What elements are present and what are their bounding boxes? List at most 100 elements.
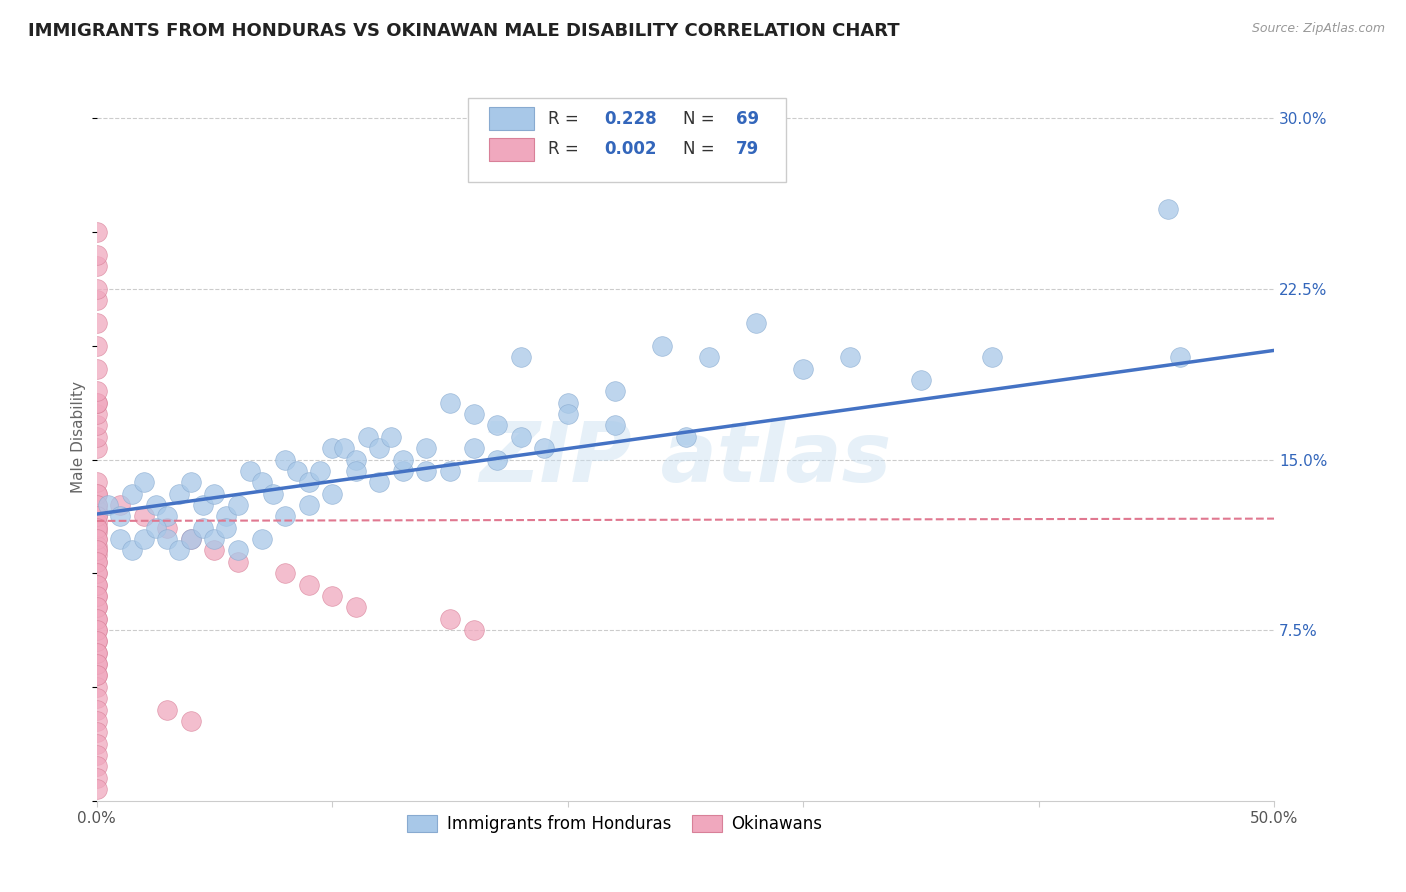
Point bbox=[368, 441, 391, 455]
Point bbox=[86, 516, 108, 531]
Point bbox=[86, 509, 108, 524]
Point bbox=[86, 555, 108, 569]
Point bbox=[910, 373, 932, 387]
Point bbox=[86, 657, 108, 672]
Point bbox=[86, 600, 108, 615]
Point bbox=[86, 498, 108, 512]
Point bbox=[156, 521, 179, 535]
Point bbox=[156, 532, 179, 546]
Point bbox=[86, 646, 108, 660]
Text: 0.228: 0.228 bbox=[605, 110, 657, 128]
Point bbox=[145, 521, 167, 535]
Point bbox=[651, 339, 673, 353]
FancyBboxPatch shape bbox=[489, 107, 534, 130]
Point bbox=[533, 441, 555, 455]
Point bbox=[239, 464, 262, 478]
Point bbox=[392, 452, 415, 467]
Point bbox=[697, 350, 720, 364]
Y-axis label: Male Disability: Male Disability bbox=[72, 381, 86, 492]
Point bbox=[167, 543, 190, 558]
Point bbox=[121, 543, 143, 558]
Point bbox=[86, 475, 108, 490]
Point bbox=[226, 498, 249, 512]
Point bbox=[86, 486, 108, 500]
Point bbox=[86, 657, 108, 672]
Point bbox=[86, 395, 108, 409]
Point bbox=[368, 475, 391, 490]
Point bbox=[344, 452, 367, 467]
Point bbox=[86, 259, 108, 273]
Point bbox=[463, 623, 485, 637]
Point bbox=[415, 464, 437, 478]
Text: 69: 69 bbox=[737, 110, 759, 128]
Point bbox=[1168, 350, 1191, 364]
Point bbox=[86, 282, 108, 296]
Point bbox=[463, 407, 485, 421]
Point bbox=[86, 680, 108, 694]
Point bbox=[86, 248, 108, 262]
Point bbox=[86, 293, 108, 308]
Point bbox=[86, 771, 108, 785]
Point bbox=[86, 612, 108, 626]
Point bbox=[86, 548, 108, 562]
Text: R =: R = bbox=[548, 110, 583, 128]
Point bbox=[344, 464, 367, 478]
Point bbox=[86, 737, 108, 751]
Point bbox=[156, 703, 179, 717]
Point bbox=[486, 452, 509, 467]
Point bbox=[86, 430, 108, 444]
Point bbox=[215, 509, 238, 524]
Text: N =: N = bbox=[683, 140, 720, 159]
Point bbox=[344, 600, 367, 615]
Point bbox=[145, 498, 167, 512]
Point bbox=[509, 350, 531, 364]
Text: N =: N = bbox=[683, 110, 720, 128]
Point bbox=[86, 589, 108, 603]
Point bbox=[132, 509, 155, 524]
Point bbox=[97, 498, 120, 512]
Point bbox=[675, 430, 697, 444]
Point bbox=[108, 498, 131, 512]
Point bbox=[86, 577, 108, 591]
Point bbox=[86, 634, 108, 648]
Point bbox=[86, 407, 108, 421]
Point bbox=[274, 566, 297, 581]
Point bbox=[86, 521, 108, 535]
Legend: Immigrants from Honduras, Okinawans: Immigrants from Honduras, Okinawans bbox=[401, 808, 830, 839]
Point bbox=[86, 566, 108, 581]
Point bbox=[86, 759, 108, 773]
Point bbox=[86, 543, 108, 558]
Point bbox=[86, 714, 108, 728]
Point bbox=[167, 486, 190, 500]
Text: IMMIGRANTS FROM HONDURAS VS OKINAWAN MALE DISABILITY CORRELATION CHART: IMMIGRANTS FROM HONDURAS VS OKINAWAN MAL… bbox=[28, 22, 900, 40]
Point bbox=[439, 612, 461, 626]
Point bbox=[298, 498, 321, 512]
Point bbox=[603, 384, 626, 399]
Point bbox=[86, 361, 108, 376]
Point bbox=[274, 509, 297, 524]
Point bbox=[86, 532, 108, 546]
Point bbox=[86, 646, 108, 660]
Point bbox=[356, 430, 378, 444]
Point bbox=[86, 668, 108, 682]
Point bbox=[86, 612, 108, 626]
Point bbox=[86, 623, 108, 637]
Point bbox=[557, 407, 579, 421]
Point bbox=[86, 782, 108, 797]
Point bbox=[298, 577, 321, 591]
Point bbox=[86, 441, 108, 455]
Point bbox=[121, 486, 143, 500]
Point bbox=[486, 418, 509, 433]
Point bbox=[262, 486, 284, 500]
Point bbox=[108, 509, 131, 524]
Text: R =: R = bbox=[548, 140, 583, 159]
Text: 79: 79 bbox=[737, 140, 759, 159]
Point bbox=[274, 452, 297, 467]
Point bbox=[86, 577, 108, 591]
Point bbox=[792, 361, 814, 376]
Point bbox=[86, 339, 108, 353]
Point bbox=[745, 316, 768, 330]
Point bbox=[180, 532, 202, 546]
Point bbox=[132, 532, 155, 546]
Point bbox=[380, 430, 402, 444]
